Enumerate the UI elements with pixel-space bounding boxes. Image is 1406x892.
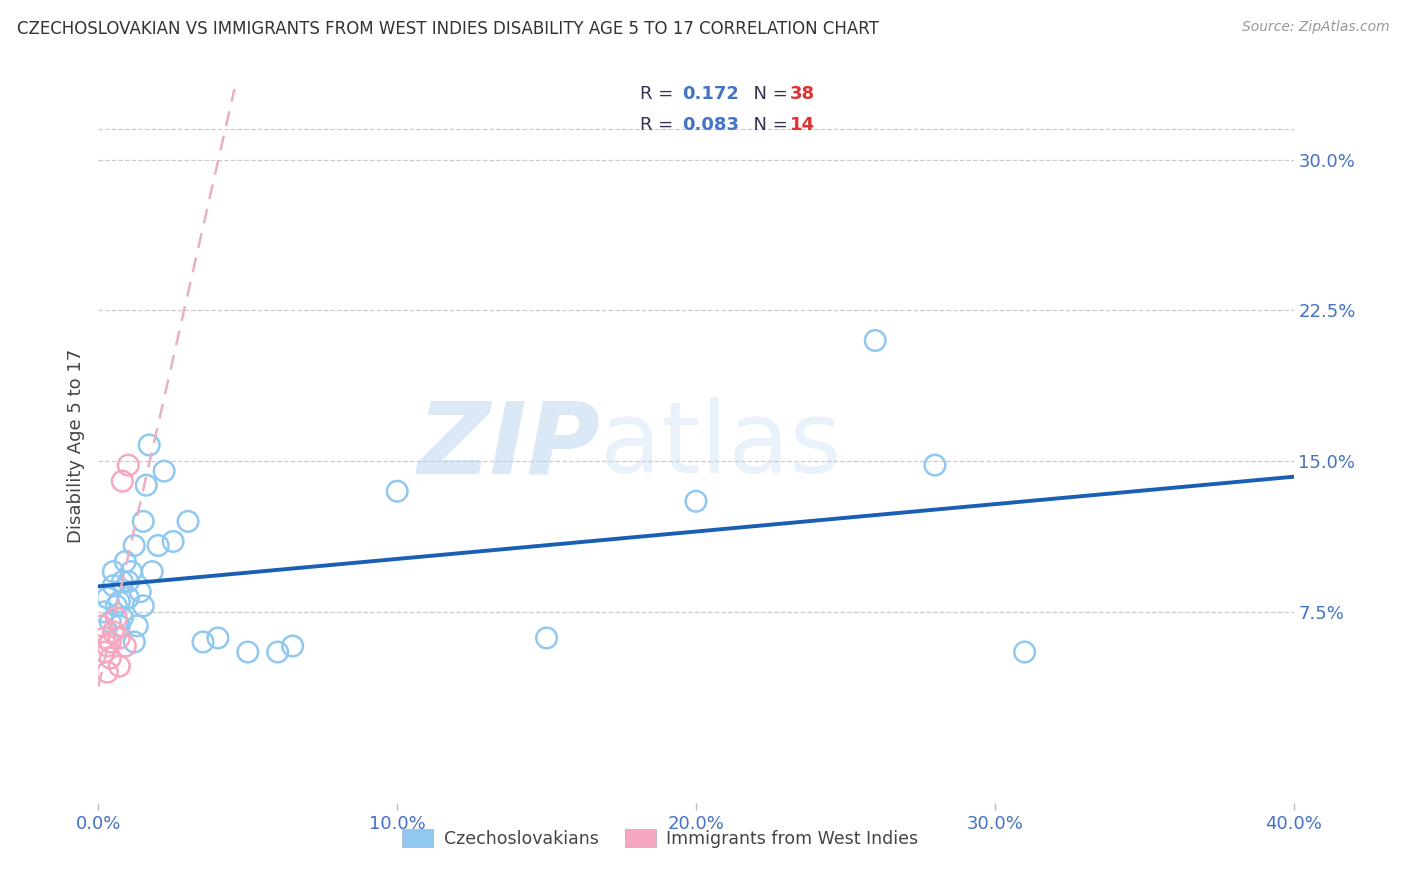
- Point: [924, 458, 946, 472]
- Point: [98, 615, 122, 629]
- Point: [120, 565, 142, 579]
- Text: N =: N =: [742, 116, 794, 134]
- Point: [129, 584, 152, 599]
- Point: [236, 645, 259, 659]
- Point: [103, 565, 125, 579]
- Point: [103, 624, 125, 639]
- Point: [90, 619, 112, 633]
- Point: [385, 484, 409, 499]
- Point: [98, 635, 122, 649]
- Point: [267, 645, 290, 659]
- Text: 0.083: 0.083: [682, 116, 740, 134]
- Point: [96, 591, 118, 605]
- Point: [98, 651, 122, 665]
- Point: [141, 565, 163, 579]
- Point: [153, 464, 176, 478]
- Text: R =: R =: [640, 85, 679, 103]
- Point: [281, 639, 304, 653]
- Point: [191, 635, 214, 649]
- Point: [111, 474, 134, 488]
- Point: [536, 631, 558, 645]
- Point: [105, 611, 128, 625]
- Point: [93, 605, 115, 619]
- Point: [108, 659, 131, 673]
- Y-axis label: Disability Age 5 to 17: Disability Age 5 to 17: [66, 349, 84, 543]
- Point: [685, 494, 707, 508]
- Point: [127, 619, 149, 633]
- Point: [124, 539, 146, 553]
- Point: [124, 635, 146, 649]
- Point: [114, 639, 136, 653]
- Text: 38: 38: [790, 85, 815, 103]
- Text: ZIP: ZIP: [418, 398, 600, 494]
- Point: [132, 599, 155, 613]
- Text: Source: ZipAtlas.com: Source: ZipAtlas.com: [1241, 20, 1389, 34]
- Point: [108, 595, 131, 609]
- Point: [93, 645, 115, 659]
- Point: [1014, 645, 1036, 659]
- Point: [114, 555, 136, 569]
- Point: [135, 478, 157, 492]
- Point: [103, 579, 125, 593]
- Point: [162, 534, 184, 549]
- Text: N =: N =: [742, 85, 794, 103]
- Text: R =: R =: [640, 116, 679, 134]
- Point: [148, 539, 170, 553]
- Point: [207, 631, 229, 645]
- Point: [93, 631, 115, 645]
- Point: [111, 574, 134, 589]
- Point: [108, 619, 131, 633]
- Point: [132, 515, 155, 529]
- Text: 0.172: 0.172: [682, 85, 738, 103]
- Text: CZECHOSLOVAKIAN VS IMMIGRANTS FROM WEST INDIES DISABILITY AGE 5 TO 17 CORRELATIO: CZECHOSLOVAKIAN VS IMMIGRANTS FROM WEST …: [17, 20, 879, 37]
- Point: [117, 458, 139, 472]
- Point: [108, 631, 131, 645]
- Point: [111, 611, 134, 625]
- Text: atlas: atlas: [600, 398, 842, 494]
- Point: [117, 591, 139, 605]
- Point: [865, 334, 887, 348]
- Point: [96, 639, 118, 653]
- Point: [96, 665, 118, 680]
- Point: [138, 438, 160, 452]
- Point: [105, 599, 128, 613]
- Point: [177, 515, 200, 529]
- Point: [117, 574, 139, 589]
- Legend: Czechoslovakians, Immigrants from West Indies: Czechoslovakians, Immigrants from West I…: [395, 822, 925, 855]
- Text: 14: 14: [790, 116, 815, 134]
